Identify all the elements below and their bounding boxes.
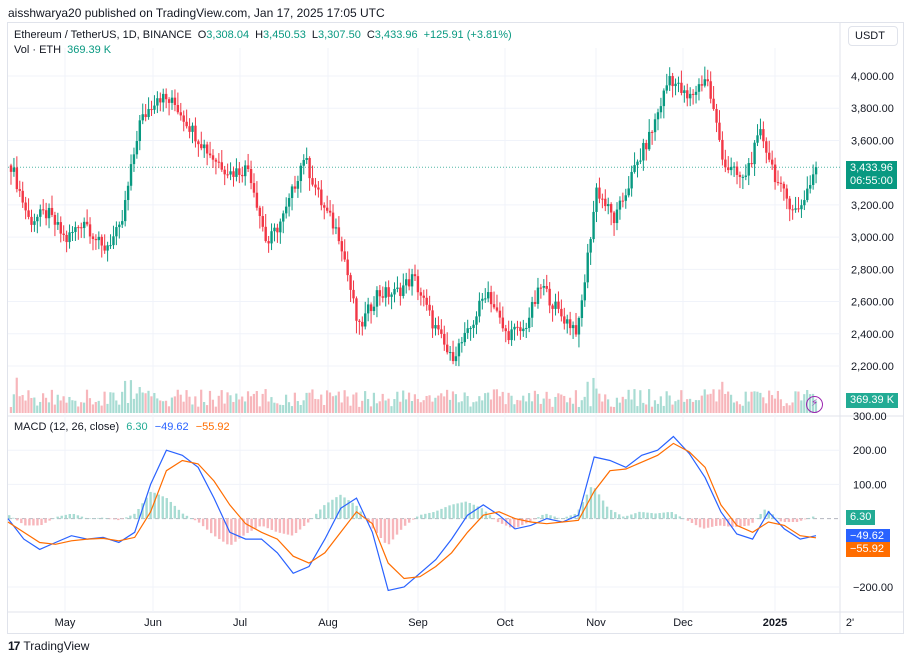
- svg-text:Jun: Jun: [144, 617, 162, 629]
- macd-line-tag: −49.62: [846, 529, 890, 544]
- low-label: L: [311, 29, 318, 41]
- macd-signal-value: −55.92: [195, 421, 230, 433]
- macd-legend: MACD (12, 26, close) 6.30 −49.62 −55.92: [14, 421, 234, 433]
- brand-name: TradingView: [23, 639, 90, 653]
- svg-text:2': 2': [846, 617, 854, 629]
- change-value: +125.91 (+3.81%): [423, 29, 512, 41]
- bar-countdown: 06:55:00: [850, 175, 893, 187]
- volume-label[interactable]: Vol · ETH: [14, 44, 62, 56]
- publish-info: aisshwarya20 published on TradingView.co…: [8, 6, 385, 20]
- last-price: 3,433.96: [850, 162, 893, 174]
- svg-text:−200.00: −200.00: [853, 582, 893, 594]
- footer-brand: 17 TradingView: [8, 639, 89, 653]
- svg-text:Aug: Aug: [318, 617, 338, 629]
- svg-text:2,600.00: 2,600.00: [851, 297, 894, 309]
- high-value: 3,450.53: [263, 29, 306, 41]
- open-label: O: [197, 29, 207, 41]
- low-value: 3,307.50: [318, 29, 361, 41]
- svg-text:2,400.00: 2,400.00: [851, 329, 894, 341]
- svg-text:300.00: 300.00: [853, 411, 887, 423]
- symbol-legend: Ethereum / TetherUS, 1D, BINANCE O3,308.…: [14, 28, 512, 58]
- svg-text:2025: 2025: [763, 617, 787, 629]
- high-label: H: [255, 29, 264, 41]
- svg-text:2,800.00: 2,800.00: [851, 264, 894, 276]
- svg-text:200.00: 200.00: [853, 445, 887, 457]
- svg-text:Jul: Jul: [233, 617, 247, 629]
- close-value: 3,433.96: [374, 29, 418, 41]
- tradingview-logo-icon: 17: [8, 639, 20, 653]
- last-price-tag: 3,433.96 06:55:00: [846, 161, 897, 189]
- symbol-title[interactable]: Ethereum / TetherUS, 1D, BINANCE: [14, 29, 192, 41]
- svg-text:3,600.00: 3,600.00: [851, 135, 894, 147]
- svg-text:3,200.00: 3,200.00: [851, 200, 894, 212]
- open-value: 3,308.04: [206, 29, 250, 41]
- macd-line-value: −49.62: [154, 421, 189, 433]
- lightning-icon[interactable]: ⚡: [806, 396, 823, 413]
- currency-button[interactable]: USDT: [848, 26, 898, 46]
- svg-text:Sep: Sep: [408, 617, 428, 629]
- svg-text:Dec: Dec: [673, 617, 693, 629]
- close-label: C: [366, 29, 375, 41]
- svg-text:100.00: 100.00: [853, 479, 887, 491]
- macd-signal-tag: −55.92: [846, 542, 890, 557]
- svg-text:3,800.00: 3,800.00: [851, 103, 894, 115]
- svg-text:2,200.00: 2,200.00: [851, 361, 894, 373]
- volume-tag: 369.39 K: [846, 393, 899, 408]
- macd-hist-tag: 6.30: [846, 510, 876, 525]
- macd-title[interactable]: MACD (12, 26, close): [14, 421, 120, 433]
- svg-text:Oct: Oct: [496, 617, 513, 629]
- chart-frame: [7, 22, 904, 634]
- macd-hist-value: 6.30: [126, 421, 148, 433]
- svg-text:Nov: Nov: [586, 617, 606, 629]
- svg-text:May: May: [55, 617, 76, 629]
- svg-text:3,000.00: 3,000.00: [851, 232, 894, 244]
- volume-value: 369.39 K: [67, 44, 112, 56]
- svg-text:4,000.00: 4,000.00: [851, 71, 894, 83]
